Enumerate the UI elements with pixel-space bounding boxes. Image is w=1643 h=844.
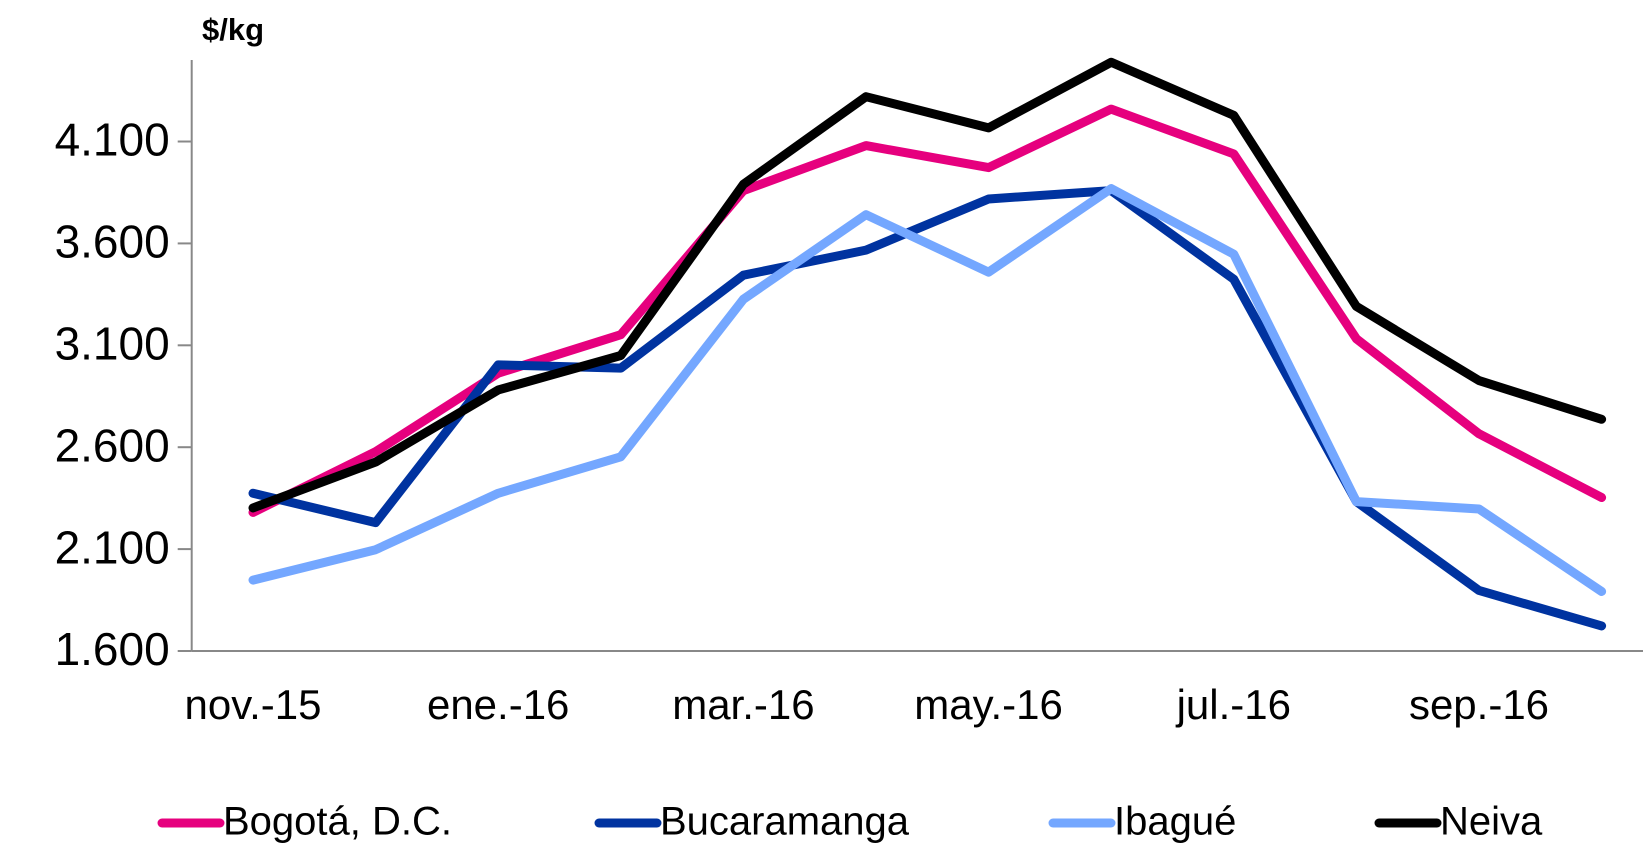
x-tick-label: mar.-16 bbox=[672, 681, 814, 728]
legend-label: Bucaramanga bbox=[660, 800, 910, 844]
x-tick-label: nov.-15 bbox=[185, 681, 322, 728]
x-tick-label: sep.-16 bbox=[1409, 681, 1549, 728]
series-line bbox=[248, 184, 1607, 596]
x-tick-label: may.-16 bbox=[914, 681, 1063, 728]
legend-label: Neiva bbox=[1440, 800, 1543, 844]
y-axis-label: $/kg bbox=[202, 12, 264, 47]
legend-label: Bogotá, D.C. bbox=[223, 800, 452, 844]
x-tick-label: jul.-16 bbox=[1175, 681, 1291, 728]
y-tick-label: 4.100 bbox=[55, 114, 170, 166]
series-line bbox=[248, 186, 1607, 631]
y-tick-label: 2.100 bbox=[55, 521, 170, 573]
y-tick-label: 3.600 bbox=[55, 216, 170, 268]
series-line bbox=[248, 104, 1607, 517]
x-tick-label: ene.-16 bbox=[427, 681, 569, 728]
y-tick-label: 1.600 bbox=[55, 623, 170, 675]
legend-label: Ibagué bbox=[1114, 800, 1236, 844]
y-tick-label: 2.600 bbox=[55, 419, 170, 471]
series-line bbox=[248, 57, 1607, 513]
y-tick-label: 3.100 bbox=[55, 317, 170, 369]
